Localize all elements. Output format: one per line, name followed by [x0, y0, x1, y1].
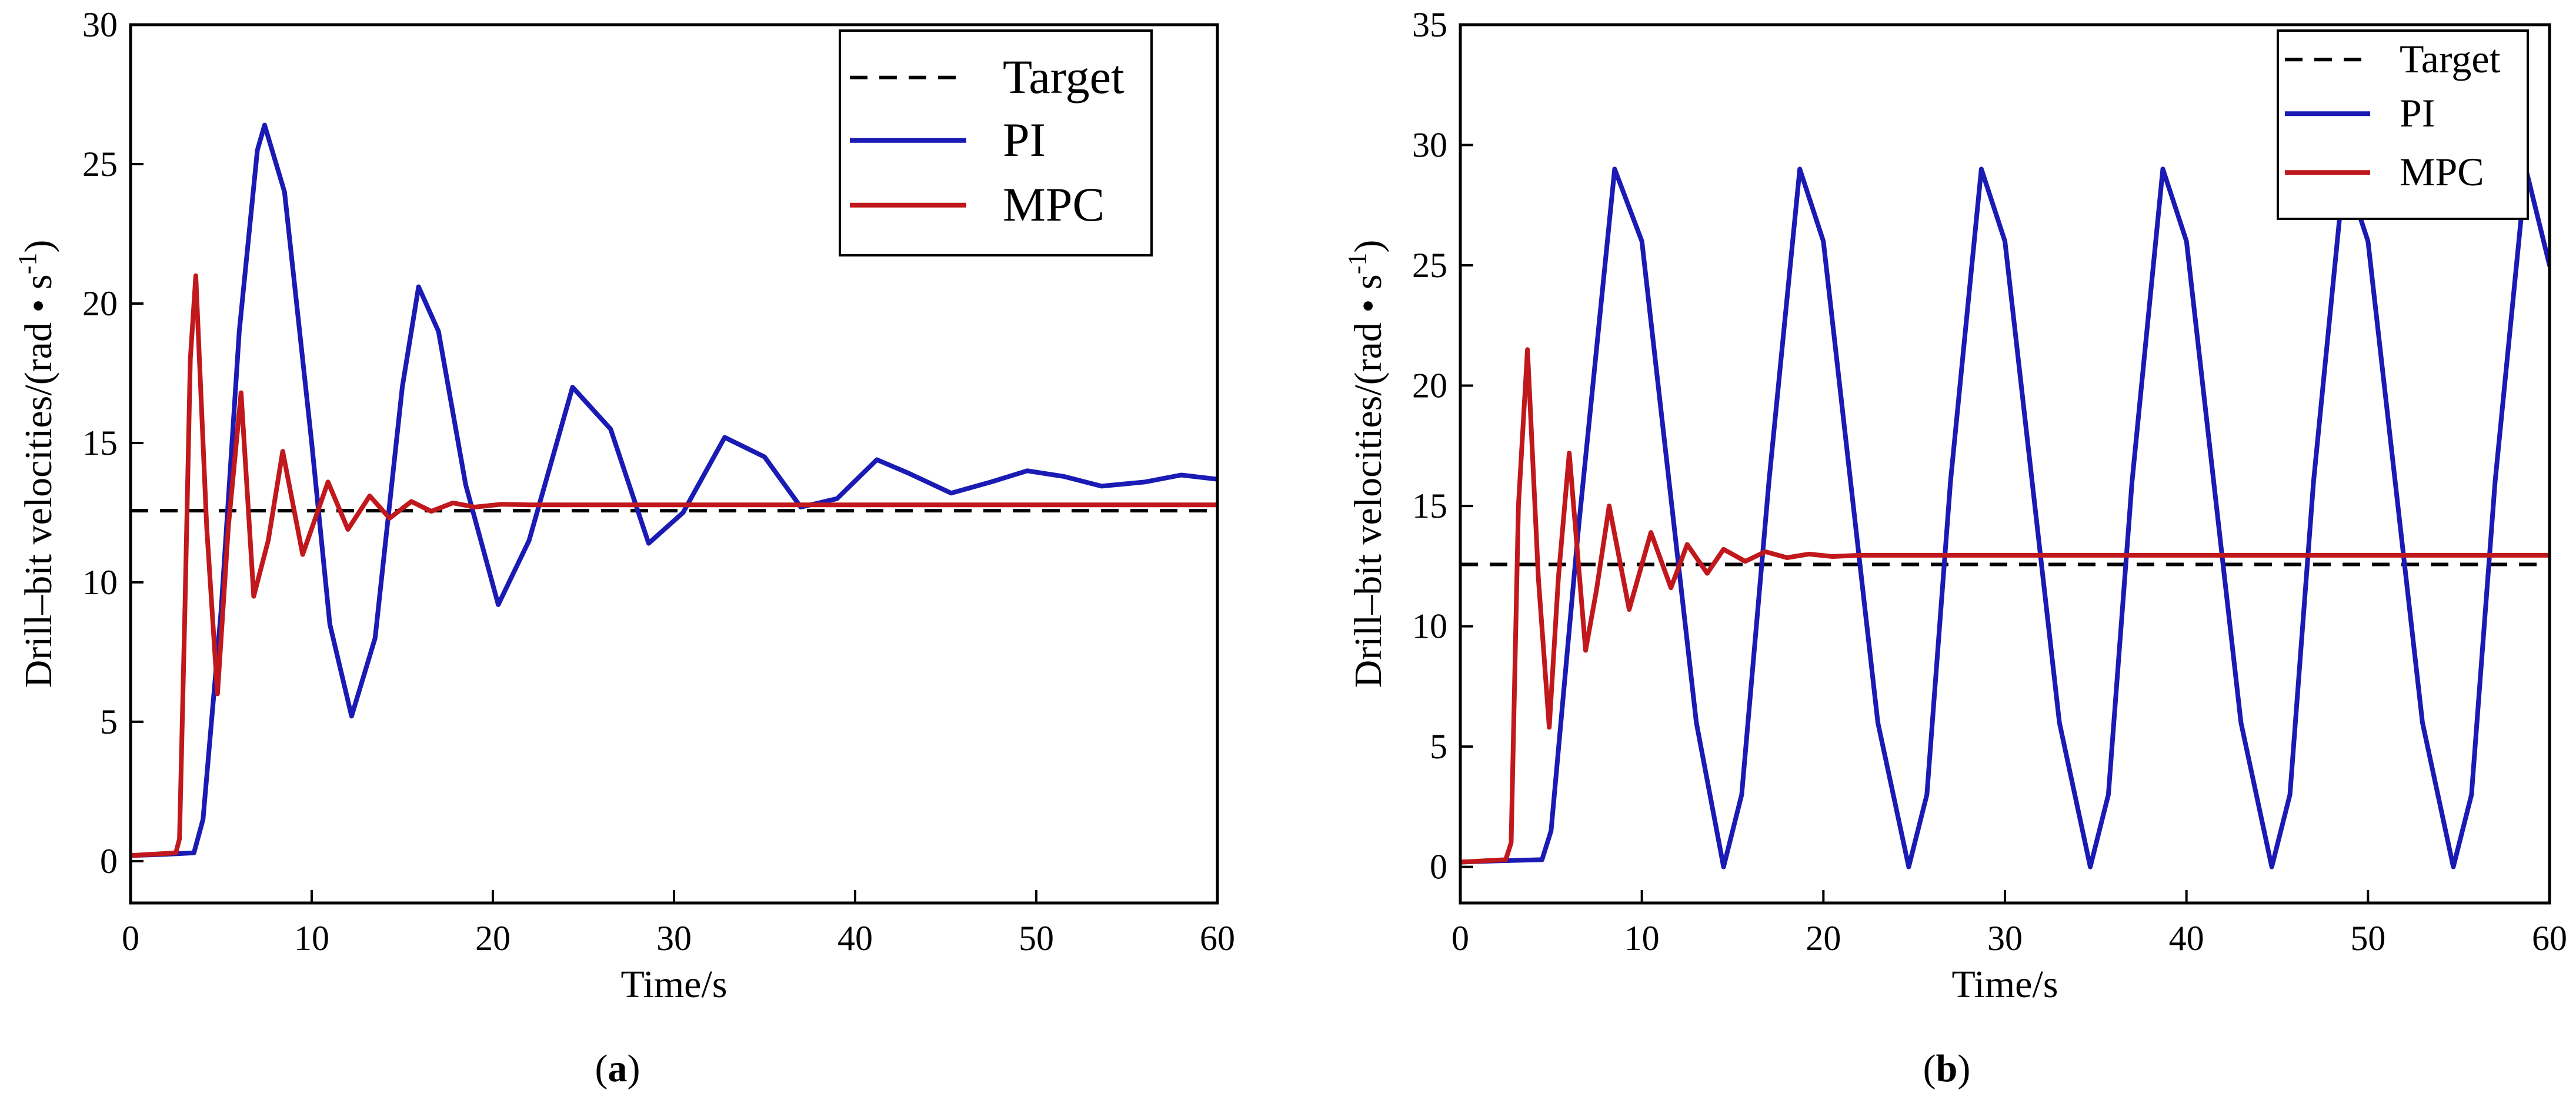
panel-caption: (a): [595, 1047, 640, 1090]
x-axis-label: Time/s: [1952, 963, 2058, 1006]
panel-a-chart: 0 10 20 30 40 50 60 0 5 10 15 20 25 30 Target PI MPC Time…: [13, 5, 1235, 1090]
y-tick-label: 10: [82, 563, 118, 602]
legend-box: [2277, 29, 2529, 220]
y-tick-label: 30: [1412, 126, 1447, 165]
y-tick-label: 20: [82, 284, 118, 323]
plot-frame: [129, 23, 1219, 905]
legend-label-pi: PI: [2400, 91, 2435, 135]
y-tick-label: 0: [1430, 848, 1447, 887]
x-tick-label: 40: [837, 919, 873, 958]
x-tick-label: 60: [2532, 919, 2567, 958]
series-line-pi: [131, 122, 1217, 858]
x-tick-label: 50: [1019, 919, 1054, 958]
y-tick-label: 35: [1412, 5, 1447, 44]
y-tick-label: 5: [1430, 727, 1447, 766]
x-tick-label: 10: [294, 919, 329, 958]
legend-label-target: Target: [2400, 36, 2501, 81]
legend-box: [839, 29, 1153, 256]
y-tick-label: 25: [1412, 246, 1447, 285]
y-tick-label: 15: [1412, 486, 1447, 525]
y-tick-label: 0: [100, 842, 118, 881]
y-tick-label: 10: [1412, 607, 1447, 646]
x-tick-label: 60: [1200, 919, 1235, 958]
legend-label-pi: PI: [1003, 113, 1046, 166]
legend-label-target: Target: [1003, 50, 1125, 104]
y-tick-label: 5: [100, 702, 118, 741]
panel-caption: (b): [1923, 1047, 1971, 1090]
plot-frame: [1459, 23, 2551, 905]
x-tick-label: 20: [1806, 919, 1841, 958]
y-tick-label: 30: [82, 5, 118, 44]
x-tick-label: 30: [656, 919, 692, 958]
series-line-pi: [1460, 166, 2550, 869]
x-tick-label: 0: [122, 919, 139, 958]
legend-label-mpc: MPC: [2400, 149, 2484, 194]
x-tick-label: 30: [1987, 919, 2023, 958]
x-tick-label: 40: [2169, 919, 2204, 958]
x-tick-label: 10: [1624, 919, 1660, 958]
series-line-mpc: [131, 273, 1217, 858]
x-tick-label: 20: [475, 919, 510, 958]
legend-label-mpc: MPC: [1003, 178, 1105, 231]
x-axis-label: Time/s: [621, 963, 728, 1006]
x-tick-label: 0: [1451, 919, 1469, 958]
panel-b-chart: 0 10 20 30 40 50 60 0 5 10 15 20 25 30 35 Target PI MPC Ti…: [1343, 5, 2567, 1090]
y-tick-label: 25: [82, 145, 118, 184]
y-axis-label: Drill–bit velocities/(rad • s-1): [1343, 240, 1390, 688]
y-tick-label: 20: [1412, 366, 1447, 405]
y-axis-label: Drill–bit velocities/(rad • s-1): [13, 240, 60, 688]
y-tick-label: 15: [82, 424, 118, 462]
x-tick-label: 50: [2350, 919, 2385, 958]
series-line-mpc: [1460, 347, 2550, 865]
